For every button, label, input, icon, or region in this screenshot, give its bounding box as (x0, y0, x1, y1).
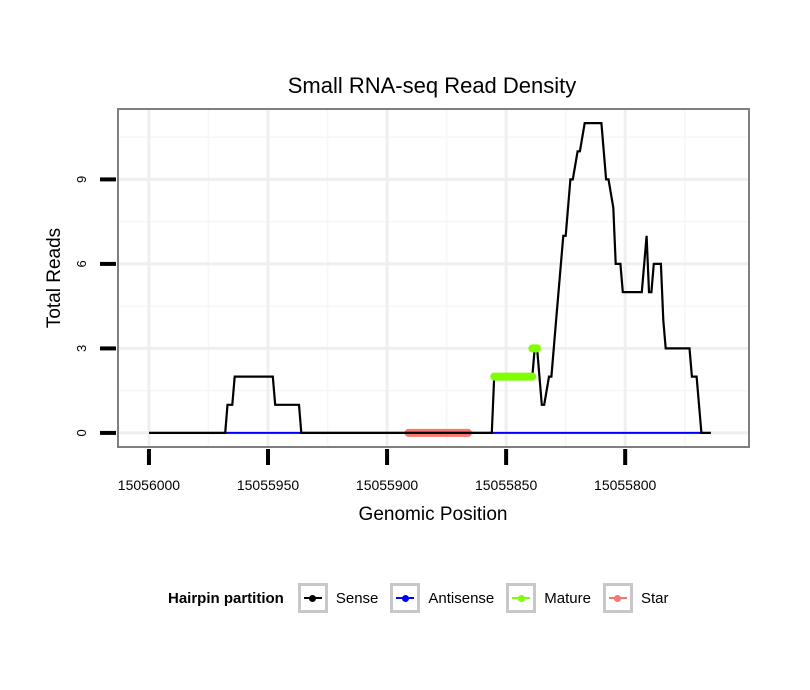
x-tick-label: 15055850 (475, 477, 538, 493)
y-tick-label: 3 (74, 345, 89, 352)
x-tick-label: 15055800 (594, 477, 657, 493)
legend-label-antisense: Antisense (428, 589, 495, 607)
legend-label-mature: Mature (544, 589, 591, 607)
legend-item-sense: Sense (297, 583, 385, 613)
sense-line (149, 121, 711, 434)
legend-label-sense: Sense (335, 589, 379, 607)
legend-key-sense (297, 583, 328, 613)
legend-key-antisense (390, 583, 421, 613)
y-tick-label: 0 (74, 429, 89, 436)
plot-panel (118, 109, 749, 447)
x-tick-label: 15055900 (356, 477, 419, 493)
x-tick-label: 15055950 (237, 477, 300, 493)
legend-key-star (602, 583, 633, 613)
y-tick-label: 9 (74, 176, 89, 183)
mature-series (490, 344, 542, 381)
x-axis-label: Genomic Position (359, 504, 508, 525)
legend-item-mature: Mature (506, 583, 597, 613)
legend-title: Hairpin partition (168, 589, 284, 607)
legend-item-antisense: Antisense (390, 583, 500, 613)
y-axis: 0 3 6 9 (74, 176, 116, 437)
legend: Hairpin partition Sense Antisense Mature… (168, 582, 680, 614)
legend-label-star: Star (640, 589, 669, 607)
y-tick-label: 6 (74, 260, 89, 267)
sense-series (149, 121, 711, 434)
plot-border (117, 108, 750, 448)
legend-item-star: Star (602, 583, 675, 613)
y-axis-label: Total Reads (44, 228, 65, 328)
x-tick-label: 15056000 (118, 477, 181, 493)
x-axis: 15056000 15055950 15055900 15055850 15055800 (118, 449, 657, 493)
legend-key-mature (506, 583, 537, 613)
chart-title: Small RNA-seq Read Density (288, 73, 577, 98)
